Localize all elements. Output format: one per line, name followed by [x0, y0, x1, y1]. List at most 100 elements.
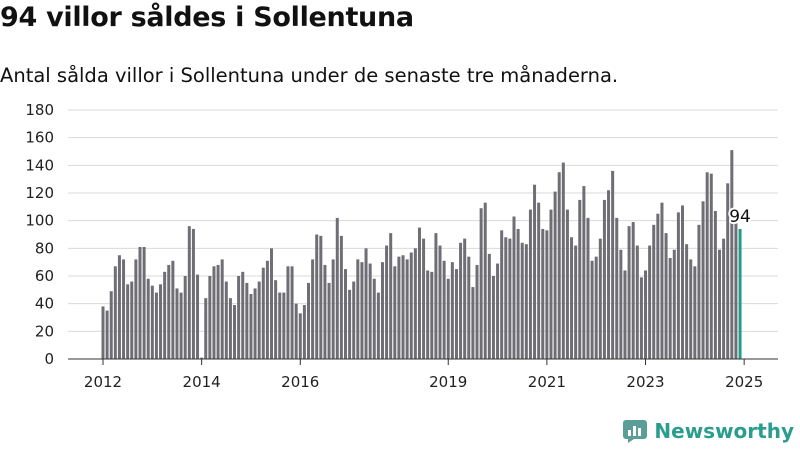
bar [307, 282, 310, 359]
brand-logo[interactable]: Newsworthy [622, 418, 794, 444]
x-axis-ticks: 2012 2014 2016 2019 2021 2023 2025 [84, 359, 763, 391]
bar [105, 310, 109, 359]
bar [475, 264, 479, 359]
bar [504, 237, 508, 359]
bar [376, 292, 380, 359]
bar [385, 245, 389, 359]
bar [660, 202, 664, 359]
bar [323, 264, 327, 359]
bar [167, 264, 171, 359]
chart-subtitle: Antal sålda villor i Sollentuna under de… [0, 64, 619, 87]
x-tick-label: 2012 [84, 373, 122, 391]
bar [586, 217, 590, 359]
bar [574, 245, 578, 359]
bar [278, 292, 282, 359]
bar [430, 271, 434, 359]
y-tick-label: 140 [25, 156, 54, 174]
bar [500, 230, 504, 359]
bar [380, 262, 384, 359]
bar [648, 245, 652, 359]
x-tick-label: 2023 [626, 373, 664, 391]
bar [142, 246, 146, 359]
bar [113, 266, 117, 359]
bar [496, 263, 500, 359]
bar [681, 205, 685, 359]
bar [607, 190, 611, 359]
bar [578, 199, 582, 359]
bar [426, 270, 430, 359]
bar [434, 233, 438, 359]
bar [537, 202, 541, 359]
bar [126, 284, 130, 359]
bar [709, 173, 713, 359]
bar [261, 267, 265, 359]
bar [685, 244, 689, 359]
bar [541, 228, 545, 359]
y-tick-label: 0 [44, 350, 54, 368]
bar [631, 222, 635, 359]
bar [401, 255, 405, 359]
bar [241, 271, 245, 359]
bar [228, 298, 232, 359]
bar [109, 291, 113, 359]
bar [335, 217, 339, 359]
bar [676, 212, 680, 359]
data-labels: 94 [727, 205, 753, 229]
bar [339, 235, 343, 359]
bar [171, 260, 175, 359]
bar [179, 292, 183, 359]
bar [446, 278, 450, 359]
bar [594, 256, 598, 359]
bar [413, 248, 417, 359]
bar [224, 281, 228, 359]
bar [150, 285, 154, 359]
bar [138, 246, 142, 359]
bar [689, 259, 693, 359]
bar [212, 266, 216, 359]
bar [389, 233, 393, 359]
bar [582, 186, 586, 359]
y-tick-label: 80 [35, 239, 54, 257]
bar [524, 244, 528, 359]
bar [668, 258, 672, 359]
bar [454, 269, 458, 359]
x-tick-label: 2021 [528, 373, 566, 391]
bar [602, 199, 606, 359]
bar [512, 216, 516, 359]
y-tick-label: 40 [35, 295, 54, 313]
bar [697, 224, 701, 359]
bar [557, 172, 561, 359]
bar [237, 276, 241, 359]
bar [122, 259, 126, 359]
bar [348, 289, 352, 359]
bar [220, 259, 224, 359]
bar [356, 259, 360, 359]
bar [438, 245, 442, 359]
bar [734, 216, 738, 359]
bar [245, 282, 249, 359]
bar [590, 260, 594, 359]
bar [270, 248, 274, 359]
bar [619, 249, 623, 359]
bar [726, 183, 730, 359]
bar [204, 298, 208, 359]
bar [208, 276, 212, 359]
bar [656, 213, 660, 359]
bar [467, 256, 471, 359]
bar [483, 202, 487, 359]
y-tick-label: 20 [35, 322, 54, 340]
bar [200, 357, 204, 359]
bar [652, 224, 656, 359]
bar [561, 162, 565, 359]
bar [405, 259, 409, 359]
bar [183, 276, 187, 359]
bar [520, 242, 524, 359]
bar [249, 293, 253, 359]
bar [154, 292, 158, 359]
y-tick-label: 180 [25, 101, 54, 119]
bar [664, 233, 668, 359]
bar [319, 235, 323, 359]
bar [545, 230, 549, 359]
bar [701, 201, 705, 359]
